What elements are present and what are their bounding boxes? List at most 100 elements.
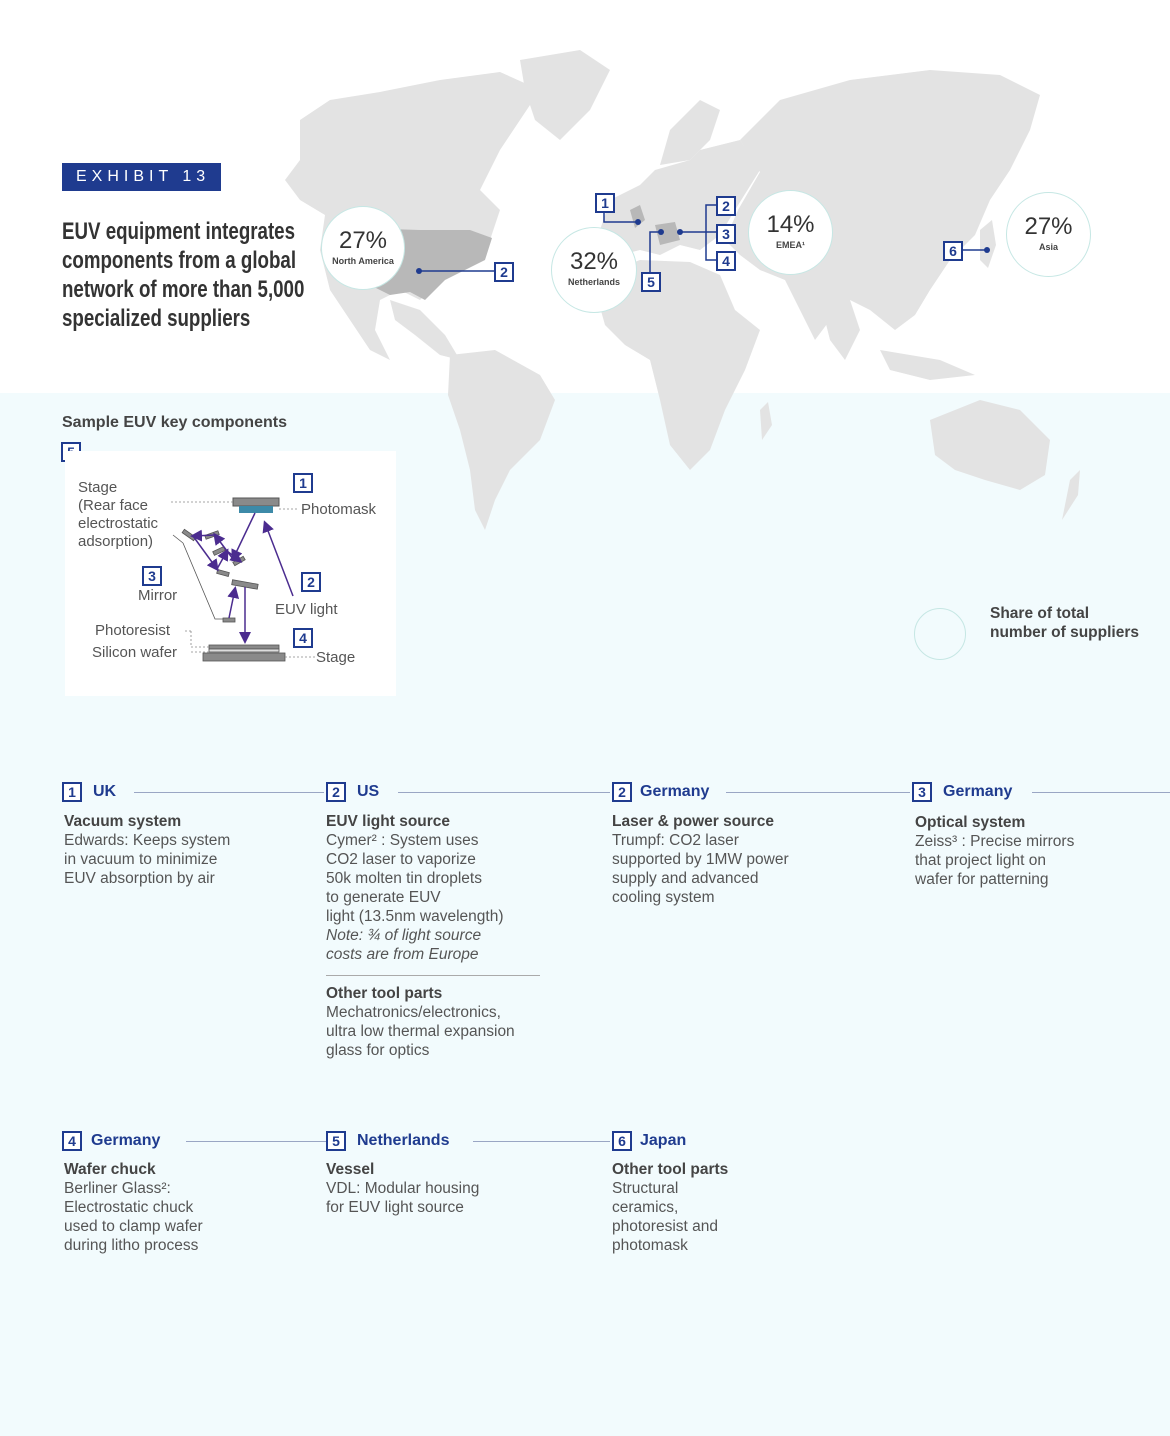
card-country: UK: [93, 783, 117, 800]
card-country: Germany: [640, 783, 710, 800]
legend-circle: [914, 608, 966, 660]
stage-top-detail-3: adsorption): [78, 533, 154, 550]
card-title: Vessel: [326, 1161, 375, 1178]
card-title: Optical system: [915, 814, 1026, 831]
card-number: 3: [912, 782, 932, 802]
card-japan: Other tool parts Structural ceramics, ph…: [612, 1160, 852, 1255]
card-country: Germany: [943, 783, 1013, 800]
card-country: Germany: [91, 1132, 161, 1149]
map-marker-uk: 1: [595, 193, 615, 213]
legend-text: Share of total number of suppliers: [990, 605, 1139, 641]
card-line: for EUV light source: [326, 1199, 464, 1216]
japan-land: [980, 220, 996, 268]
madagascar-land: [760, 402, 772, 440]
card-title: EUV light source: [326, 813, 451, 830]
card-line: photomask: [612, 1237, 688, 1254]
card-line: ceramics,: [612, 1199, 679, 1216]
card-line: CO2 laser to vaporize: [326, 851, 476, 868]
card-line: supported by 1MW power: [612, 851, 789, 868]
card-germany-chuck: Wafer chuck Berliner Glass²: Electrostat…: [64, 1160, 304, 1255]
card-rule: [473, 1141, 610, 1142]
card-number: 5: [326, 1131, 346, 1151]
card-rule: [186, 1141, 326, 1142]
card-line: Mechatronics/electronics,: [326, 1004, 501, 1021]
indonesia-land: [880, 350, 975, 380]
card-rule: [134, 792, 324, 793]
card-number: 6: [612, 1131, 632, 1151]
label-photomask: Photomask: [301, 501, 377, 518]
card-line: Electrostatic chuck: [64, 1199, 194, 1216]
card-line: to generate EUV: [326, 889, 441, 906]
stage-top-detail-1: (Rear face: [78, 497, 149, 514]
label-mirror: Mirror: [138, 587, 178, 604]
bubble-emea: 14% EMEA¹: [748, 190, 833, 275]
label-photoresist: Photoresist: [95, 622, 171, 639]
card-number: 4: [62, 1131, 82, 1151]
card-head-us: 2 US: [326, 782, 612, 802]
card-title: Vacuum system: [64, 813, 182, 830]
card-line: supply and advanced: [612, 870, 759, 887]
diagram-number-2: 2: [301, 572, 321, 592]
card-head-japan: 6 Japan: [612, 1131, 812, 1151]
card-germany-laser: Laser & power source Trumpf: CO2 laser s…: [612, 812, 852, 907]
diagram-number-4: 4: [293, 628, 313, 648]
headline: EUV equipment integrates components from…: [62, 218, 305, 332]
diagram-number-1: 1: [293, 473, 313, 493]
card-note: costs are from Europe: [326, 946, 479, 963]
stage-top-text: Stage: [78, 479, 118, 496]
card-country: Netherlands: [357, 1132, 450, 1149]
card-line: Zeiss³ : Precise mirrors: [915, 833, 1075, 850]
card-line: cooling system: [612, 889, 715, 906]
card-title: Wafer chuck: [64, 1161, 156, 1178]
card-head-germany-laser: 2 Germany: [612, 782, 912, 802]
bubble-pct: 14%: [766, 211, 815, 238]
card-netherlands: Vessel VDL: Modular housing for EUV ligh…: [326, 1160, 566, 1217]
card-line: in vacuum to minimize: [64, 851, 218, 868]
bubble-label: EMEA¹: [776, 240, 805, 250]
card-head-germany-chuck: 4 Germany: [62, 1131, 326, 1151]
card-note: Note: ¾ of light source: [326, 927, 482, 944]
card-line: Berliner Glass²:: [64, 1180, 171, 1197]
card-line: glass for optics: [326, 1042, 430, 1059]
germany-highlight: [655, 222, 680, 245]
card-line: photoresist and: [612, 1218, 718, 1235]
card-head-germany-optical: 3 Germany: [912, 782, 1170, 802]
card-line: during litho process: [64, 1237, 199, 1254]
card-head-netherlands: 5 Netherlands: [326, 1131, 612, 1151]
card-number: 2: [612, 782, 632, 802]
card-head-uk: 1 UK: [62, 782, 326, 802]
bubble-north-america: 27% North America: [321, 206, 405, 290]
card-us: EUV light source Cymer² : System uses CO…: [326, 812, 556, 964]
bubble-asia: 27% Asia: [1006, 192, 1091, 277]
card-number: 1: [62, 782, 82, 802]
card-line: 50k molten tin droplets: [326, 870, 482, 887]
greenland-land: [520, 50, 610, 140]
card-title: Other tool parts: [326, 985, 443, 1002]
card-line: Trumpf: CO2 laser: [612, 832, 739, 849]
map-marker-netherlands: 5: [641, 272, 661, 292]
card-line: light (13.5nm wavelength): [326, 908, 504, 925]
bubble-pct: 27%: [1024, 213, 1073, 240]
africa-land: [598, 260, 760, 470]
scandinavia-land: [660, 100, 720, 165]
card-number: 2: [326, 782, 346, 802]
bubble-pct: 32%: [569, 248, 619, 275]
card-rule: [398, 792, 610, 793]
card-uk: Vacuum system Edwards: Keeps system in v…: [64, 812, 304, 888]
card-us-other-parts: Other tool parts Mechatronics/electronic…: [326, 984, 556, 1060]
card-title: Laser & power source: [612, 813, 774, 830]
map-marker-japan: 6: [943, 241, 963, 261]
card-rule: [726, 792, 910, 793]
map-marker-germany-3: 3: [716, 224, 736, 244]
card-line: wafer for patterning: [915, 871, 1049, 888]
card-line: VDL: Modular housing: [326, 1180, 480, 1197]
stage-top-detail-2: electrostatic: [78, 515, 159, 532]
map-marker-us: 2: [494, 262, 514, 282]
new-zealand-land: [1062, 470, 1080, 520]
central-america-land: [390, 300, 460, 360]
label-stage-bottom: Stage: [316, 649, 356, 666]
card-line: Edwards: Keeps system: [64, 832, 231, 849]
bubble-label: Asia: [1038, 242, 1058, 252]
card-line: Structural: [612, 1180, 679, 1197]
label-silicon-wafer: Silicon wafer: [92, 644, 178, 661]
